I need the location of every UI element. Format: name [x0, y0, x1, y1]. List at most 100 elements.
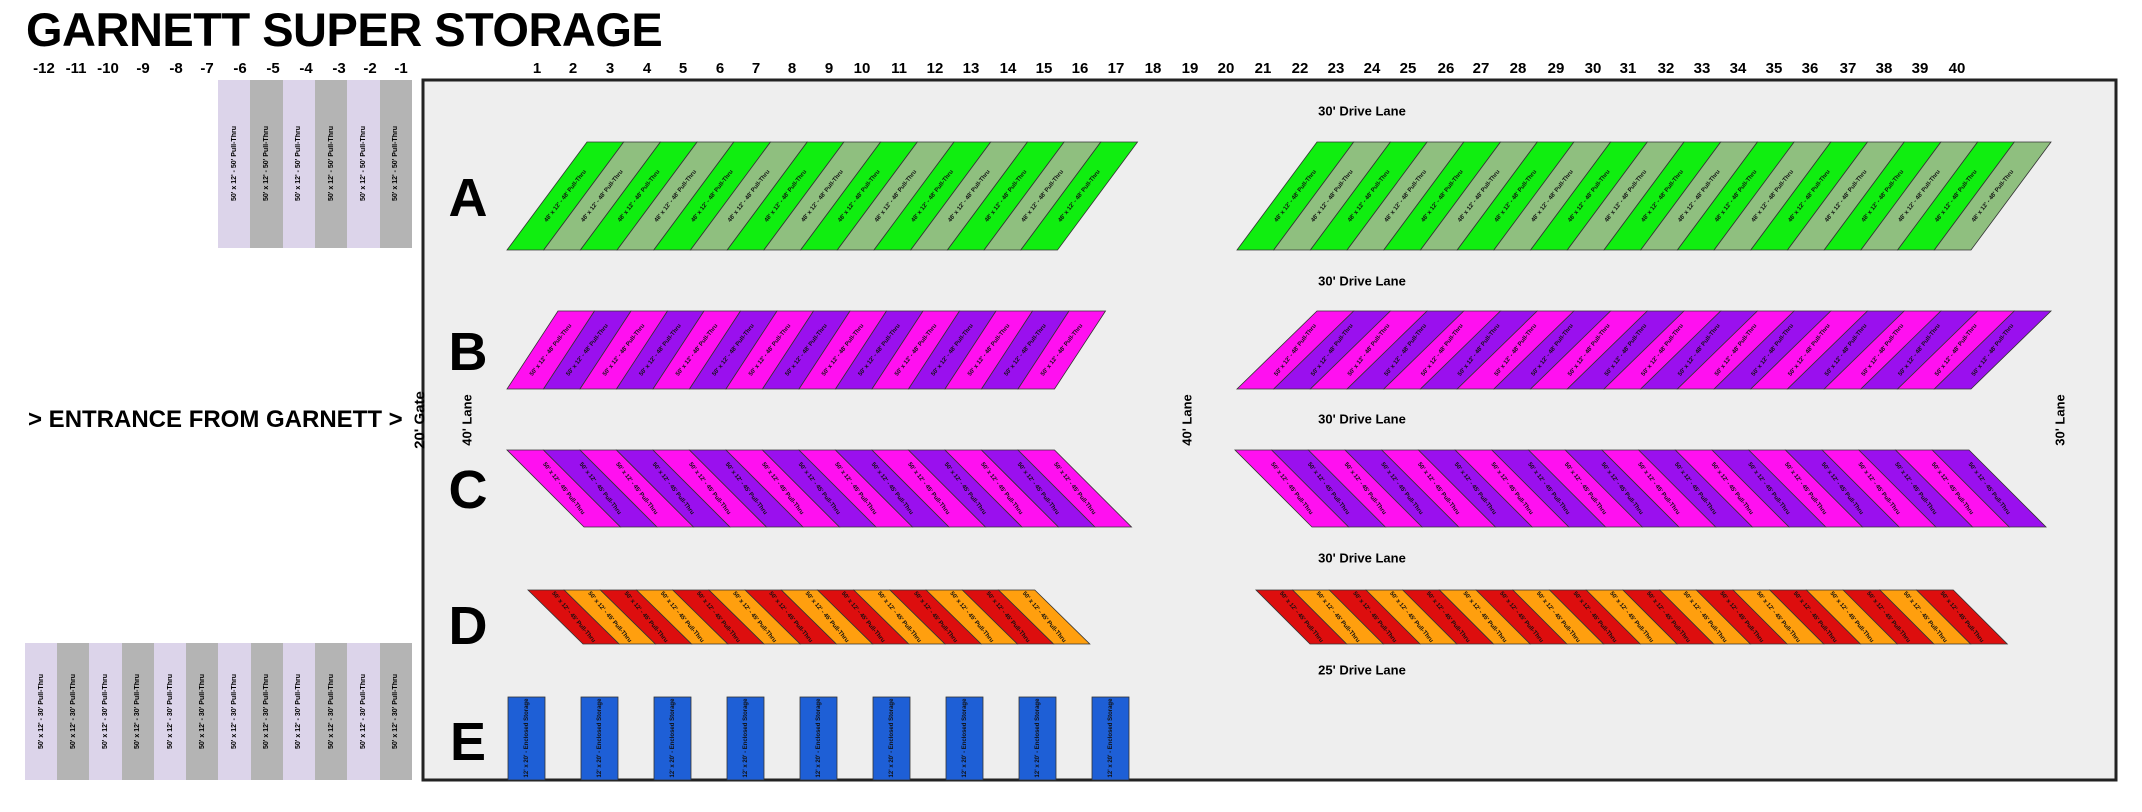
unit-e[interactable]: [726, 696, 765, 781]
column-number: 24: [1363, 60, 1381, 77]
left-unit: 50' x 12' - 30' Pull-Thru: [121, 643, 154, 780]
row-label: E: [450, 712, 486, 772]
column-number: 36: [1801, 60, 1819, 77]
column-number: -6: [233, 60, 247, 77]
unit-label: 12' x 20' - Enclosed Storage: [816, 698, 822, 778]
column-number: 11: [891, 60, 907, 77]
unit-b[interactable]: [1017, 310, 1107, 390]
column-number: -12: [33, 60, 55, 77]
column-number: -7: [200, 60, 214, 77]
left-unit: 50' x 12' - 50' Pull-Thru: [379, 80, 412, 248]
unit-b[interactable]: [1933, 310, 2052, 390]
column-number: 32: [1657, 60, 1675, 77]
column-number: 4: [642, 60, 652, 77]
left-unit: 50' x 12' - 30' Pull-Thru: [315, 643, 348, 780]
left-unit-label: 50' x 12' - 30' Pull-Thru: [263, 673, 271, 750]
page-title: GARNETT SUPER STORAGE: [26, 3, 663, 56]
unit-e[interactable]: [580, 696, 619, 781]
unit-a[interactable]: [1020, 141, 1139, 251]
row-label: A: [449, 168, 488, 228]
left-unit-label: 50' x 12' - 50' Pull-Thru: [359, 126, 367, 202]
left-unit-label: 50' x 12' - 30' Pull-Thru: [295, 673, 303, 750]
column-number: -11: [65, 60, 87, 77]
left-unit: 50' x 12' - 30' Pull-Thru: [250, 643, 283, 780]
left-unit-label: 50' x 12' - 50' Pull-Thru: [392, 126, 400, 202]
column-number: 25: [1399, 60, 1417, 77]
column-number: 39: [1911, 60, 1929, 77]
unit-e[interactable]: [872, 696, 911, 781]
entrance-label: > ENTRANCE FROM GARNETT >: [28, 406, 403, 433]
lane-label: 40' Lane: [459, 394, 474, 446]
left-unit-label: 50' x 12' - 50' Pull-Thru: [327, 126, 335, 202]
unit-e[interactable]: [507, 696, 546, 781]
left-unit: 50' x 12' - 30' Pull-Thru: [57, 643, 90, 780]
column-number: 6: [715, 60, 725, 77]
unit-a[interactable]: [1933, 141, 2052, 251]
column-number: -1: [394, 60, 408, 77]
column-number: 7: [751, 60, 761, 77]
left-unit: 50' x 12' - 30' Pull-Thru: [347, 643, 380, 780]
left-unit-label: 50' x 12' - 30' Pull-Thru: [166, 673, 174, 750]
left-unit-label: 50' x 12' - 30' Pull-Thru: [134, 673, 142, 750]
left-unit: 50' x 12' - 50' Pull-Thru: [250, 80, 283, 248]
unit-e[interactable]: [799, 696, 838, 781]
column-number: 31: [1619, 60, 1637, 77]
unit-c[interactable]: [1931, 449, 2047, 528]
left-unit: 50' x 12' - 30' Pull-Thru: [25, 643, 58, 780]
column-number: -4: [299, 60, 313, 77]
unit-label: 12' x 20' - Enclosed Storage: [670, 698, 676, 778]
row-label: B: [449, 322, 488, 382]
lane-label: 30' Drive Lane: [1318, 550, 1406, 565]
column-number: 9: [824, 60, 834, 77]
lane-label: 25' Drive Lane: [1318, 662, 1406, 677]
left-unit: 50' x 12' - 30' Pull-Thru: [379, 643, 412, 780]
unit-e[interactable]: [1018, 696, 1057, 781]
left-unit: 50' x 12' - 50' Pull-Thru: [282, 80, 315, 248]
unit-e[interactable]: [653, 696, 692, 781]
left-units-bottom: 50' x 12' - 30' Pull-Thru 50' x 12' - 30'…: [25, 643, 412, 780]
left-unit: 50' x 12' - 50' Pull-Thru: [314, 80, 348, 248]
column-number: -5: [266, 60, 280, 77]
column-number: -3: [332, 60, 346, 77]
left-unit-label: 50' x 12' - 30' Pull-Thru: [392, 673, 400, 750]
column-number: 21: [1254, 60, 1272, 77]
unit-d[interactable]: [1915, 589, 2009, 645]
unit-e[interactable]: [945, 696, 984, 781]
column-number: 15: [1035, 60, 1053, 77]
column-number: 14: [999, 60, 1017, 77]
left-unit-label: 50' x 12' - 30' Pull-Thru: [102, 673, 110, 750]
column-number: 13: [962, 60, 980, 77]
column-number: 26: [1437, 60, 1455, 77]
lane-label: 30' Drive Lane: [1318, 273, 1406, 288]
left-unit-label: 50' x 12' - 30' Pull-Thru: [198, 673, 206, 750]
lane-label: 30' Drive Lane: [1318, 411, 1406, 426]
unit-d[interactable]: [997, 589, 1091, 645]
column-number: 3: [605, 60, 615, 77]
column-number: 23: [1327, 60, 1345, 77]
left-unit-label: 50' x 12' - 30' Pull-Thru: [37, 673, 45, 750]
left-unit-label: 50' x 12' - 30' Pull-Thru: [359, 673, 367, 750]
unit-c[interactable]: [1017, 449, 1133, 528]
left-unit: 50' x 12' - 50' Pull-Thru: [218, 80, 251, 248]
unit-label: 12' x 20' - Enclosed Storage: [962, 698, 968, 778]
unit-label: 12' x 20' - Enclosed Storage: [889, 698, 895, 778]
column-number: 18: [1144, 60, 1162, 77]
left-unit: 50' x 12' - 30' Pull-Thru: [153, 643, 187, 780]
column-number: 22: [1291, 60, 1309, 77]
unit-label: 12' x 20' - Enclosed Storage: [597, 698, 603, 778]
column-number: 2: [568, 60, 578, 77]
lane-label: 40' Lane: [1179, 394, 1194, 446]
column-number: 28: [1509, 60, 1527, 77]
column-number: 34: [1729, 60, 1747, 77]
column-number: 33: [1693, 60, 1711, 77]
column-number: -8: [169, 60, 183, 77]
column-number: 8: [787, 60, 797, 77]
unit-label: 12' x 20' - Enclosed Storage: [1108, 698, 1114, 778]
column-number: 5: [678, 60, 688, 77]
lane-label: 30' Lane: [2052, 394, 2067, 446]
unit-e[interactable]: [1091, 696, 1130, 781]
column-number: 40: [1948, 60, 1966, 77]
column-number: 16: [1071, 60, 1089, 77]
lane-label: 30' Drive Lane: [1318, 103, 1406, 118]
